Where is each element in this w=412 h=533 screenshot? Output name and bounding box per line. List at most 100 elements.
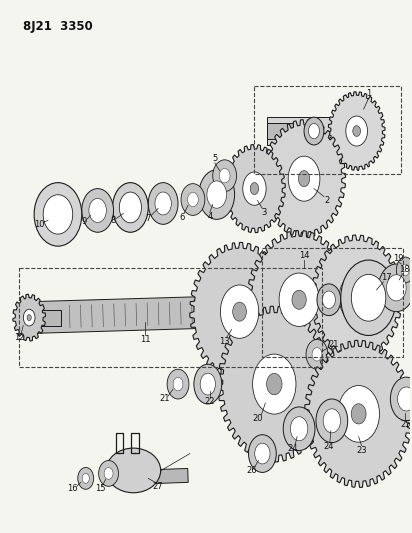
Ellipse shape xyxy=(339,273,374,322)
Ellipse shape xyxy=(194,364,222,404)
Ellipse shape xyxy=(23,309,35,326)
Ellipse shape xyxy=(119,192,141,223)
Text: 6: 6 xyxy=(179,213,185,222)
Ellipse shape xyxy=(267,374,282,395)
Ellipse shape xyxy=(207,181,227,208)
Polygon shape xyxy=(233,381,276,405)
Ellipse shape xyxy=(220,285,259,338)
Text: 21: 21 xyxy=(329,340,339,349)
Ellipse shape xyxy=(290,417,308,441)
Text: 1: 1 xyxy=(366,89,371,98)
Ellipse shape xyxy=(323,409,341,433)
Polygon shape xyxy=(304,341,412,487)
Text: 25: 25 xyxy=(400,421,410,429)
Polygon shape xyxy=(311,235,402,360)
Ellipse shape xyxy=(243,172,266,205)
Ellipse shape xyxy=(292,290,306,309)
Text: 17: 17 xyxy=(381,273,392,282)
Ellipse shape xyxy=(398,387,412,411)
Ellipse shape xyxy=(306,340,328,369)
Ellipse shape xyxy=(219,168,230,183)
Text: 11: 11 xyxy=(140,335,150,344)
Ellipse shape xyxy=(104,467,113,479)
Ellipse shape xyxy=(248,435,276,472)
Ellipse shape xyxy=(350,289,363,306)
Polygon shape xyxy=(29,310,61,326)
Ellipse shape xyxy=(322,291,335,309)
Bar xyxy=(255,86,401,174)
Ellipse shape xyxy=(346,116,368,146)
Polygon shape xyxy=(13,294,46,341)
Ellipse shape xyxy=(173,377,183,391)
Text: 4: 4 xyxy=(207,212,213,221)
Bar xyxy=(262,248,403,357)
Ellipse shape xyxy=(199,169,234,220)
Text: 24: 24 xyxy=(323,442,334,451)
Text: 21: 21 xyxy=(160,394,171,403)
Text: 8: 8 xyxy=(111,216,116,225)
Text: 23: 23 xyxy=(356,446,367,455)
Ellipse shape xyxy=(98,461,119,486)
Ellipse shape xyxy=(304,117,324,145)
Text: 12: 12 xyxy=(14,333,24,342)
Ellipse shape xyxy=(396,257,412,283)
Ellipse shape xyxy=(213,160,236,191)
Text: 10: 10 xyxy=(34,220,44,229)
Polygon shape xyxy=(190,243,289,381)
Ellipse shape xyxy=(316,399,348,442)
Text: 2: 2 xyxy=(324,196,330,205)
Text: 16: 16 xyxy=(68,484,78,493)
Text: 19: 19 xyxy=(393,254,404,263)
Text: 5: 5 xyxy=(212,155,218,163)
Ellipse shape xyxy=(167,369,189,399)
Text: 15: 15 xyxy=(95,484,106,493)
Ellipse shape xyxy=(250,183,259,195)
Ellipse shape xyxy=(288,156,320,201)
Ellipse shape xyxy=(155,192,171,215)
Text: 14: 14 xyxy=(299,251,309,260)
Ellipse shape xyxy=(312,348,322,361)
Ellipse shape xyxy=(82,189,114,232)
Ellipse shape xyxy=(338,385,379,442)
Ellipse shape xyxy=(341,260,396,335)
Text: 7: 7 xyxy=(145,214,151,223)
Ellipse shape xyxy=(298,171,310,187)
Bar xyxy=(19,268,322,367)
Text: 26: 26 xyxy=(246,466,257,475)
Ellipse shape xyxy=(106,448,161,492)
Text: 27: 27 xyxy=(153,482,164,491)
Text: 13: 13 xyxy=(219,337,230,346)
Ellipse shape xyxy=(187,192,198,207)
Ellipse shape xyxy=(148,183,178,224)
Ellipse shape xyxy=(255,443,270,464)
Text: 22: 22 xyxy=(204,398,215,407)
Ellipse shape xyxy=(386,274,406,301)
Polygon shape xyxy=(224,144,285,232)
Ellipse shape xyxy=(351,274,386,321)
Ellipse shape xyxy=(34,183,82,246)
Ellipse shape xyxy=(181,184,205,215)
Polygon shape xyxy=(279,300,314,321)
Ellipse shape xyxy=(78,467,94,489)
Text: 3: 3 xyxy=(262,208,267,217)
Ellipse shape xyxy=(279,273,319,326)
Polygon shape xyxy=(105,469,188,486)
Polygon shape xyxy=(267,123,294,139)
Ellipse shape xyxy=(309,124,319,139)
Ellipse shape xyxy=(112,183,148,232)
Polygon shape xyxy=(262,120,346,238)
Ellipse shape xyxy=(89,198,106,222)
Ellipse shape xyxy=(200,373,215,395)
Text: 8J21  3350: 8J21 3350 xyxy=(23,20,93,33)
Ellipse shape xyxy=(317,284,341,316)
Text: 24: 24 xyxy=(287,444,297,453)
Ellipse shape xyxy=(283,407,315,450)
Text: 20: 20 xyxy=(252,414,263,423)
Polygon shape xyxy=(247,231,351,369)
Text: 18: 18 xyxy=(399,265,410,274)
Text: 9: 9 xyxy=(81,217,87,226)
Ellipse shape xyxy=(351,403,366,424)
Polygon shape xyxy=(29,294,300,334)
Ellipse shape xyxy=(233,302,246,321)
Ellipse shape xyxy=(353,126,360,136)
